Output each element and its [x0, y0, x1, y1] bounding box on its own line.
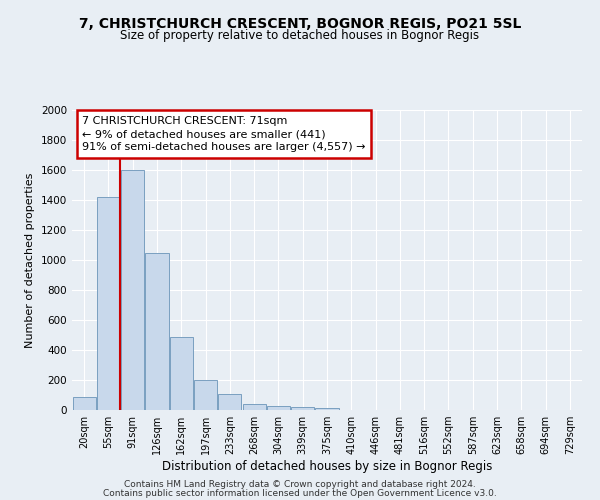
Text: Size of property relative to detached houses in Bognor Regis: Size of property relative to detached ho… [121, 29, 479, 42]
Bar [170, 336, 193, 410]
Text: Contains public sector information licensed under the Open Government Licence v3: Contains public sector information licen… [103, 488, 497, 498]
Bar [316, 408, 338, 410]
Bar [194, 380, 217, 410]
X-axis label: Distribution of detached houses by size in Bognor Regis: Distribution of detached houses by size … [162, 460, 492, 473]
Bar [242, 404, 266, 410]
Bar [97, 197, 120, 410]
Text: 7, CHRISTCHURCH CRESCENT, BOGNOR REGIS, PO21 5SL: 7, CHRISTCHURCH CRESCENT, BOGNOR REGIS, … [79, 18, 521, 32]
Bar [218, 394, 241, 410]
Bar [145, 252, 169, 410]
Bar [291, 407, 314, 410]
Text: 7 CHRISTCHURCH CRESCENT: 71sqm
← 9% of detached houses are smaller (441)
91% of : 7 CHRISTCHURCH CRESCENT: 71sqm ← 9% of d… [82, 116, 366, 152]
Bar [267, 406, 290, 410]
Bar [73, 397, 95, 410]
Y-axis label: Number of detached properties: Number of detached properties [25, 172, 35, 348]
Bar [121, 170, 144, 410]
Text: Contains HM Land Registry data © Crown copyright and database right 2024.: Contains HM Land Registry data © Crown c… [124, 480, 476, 489]
